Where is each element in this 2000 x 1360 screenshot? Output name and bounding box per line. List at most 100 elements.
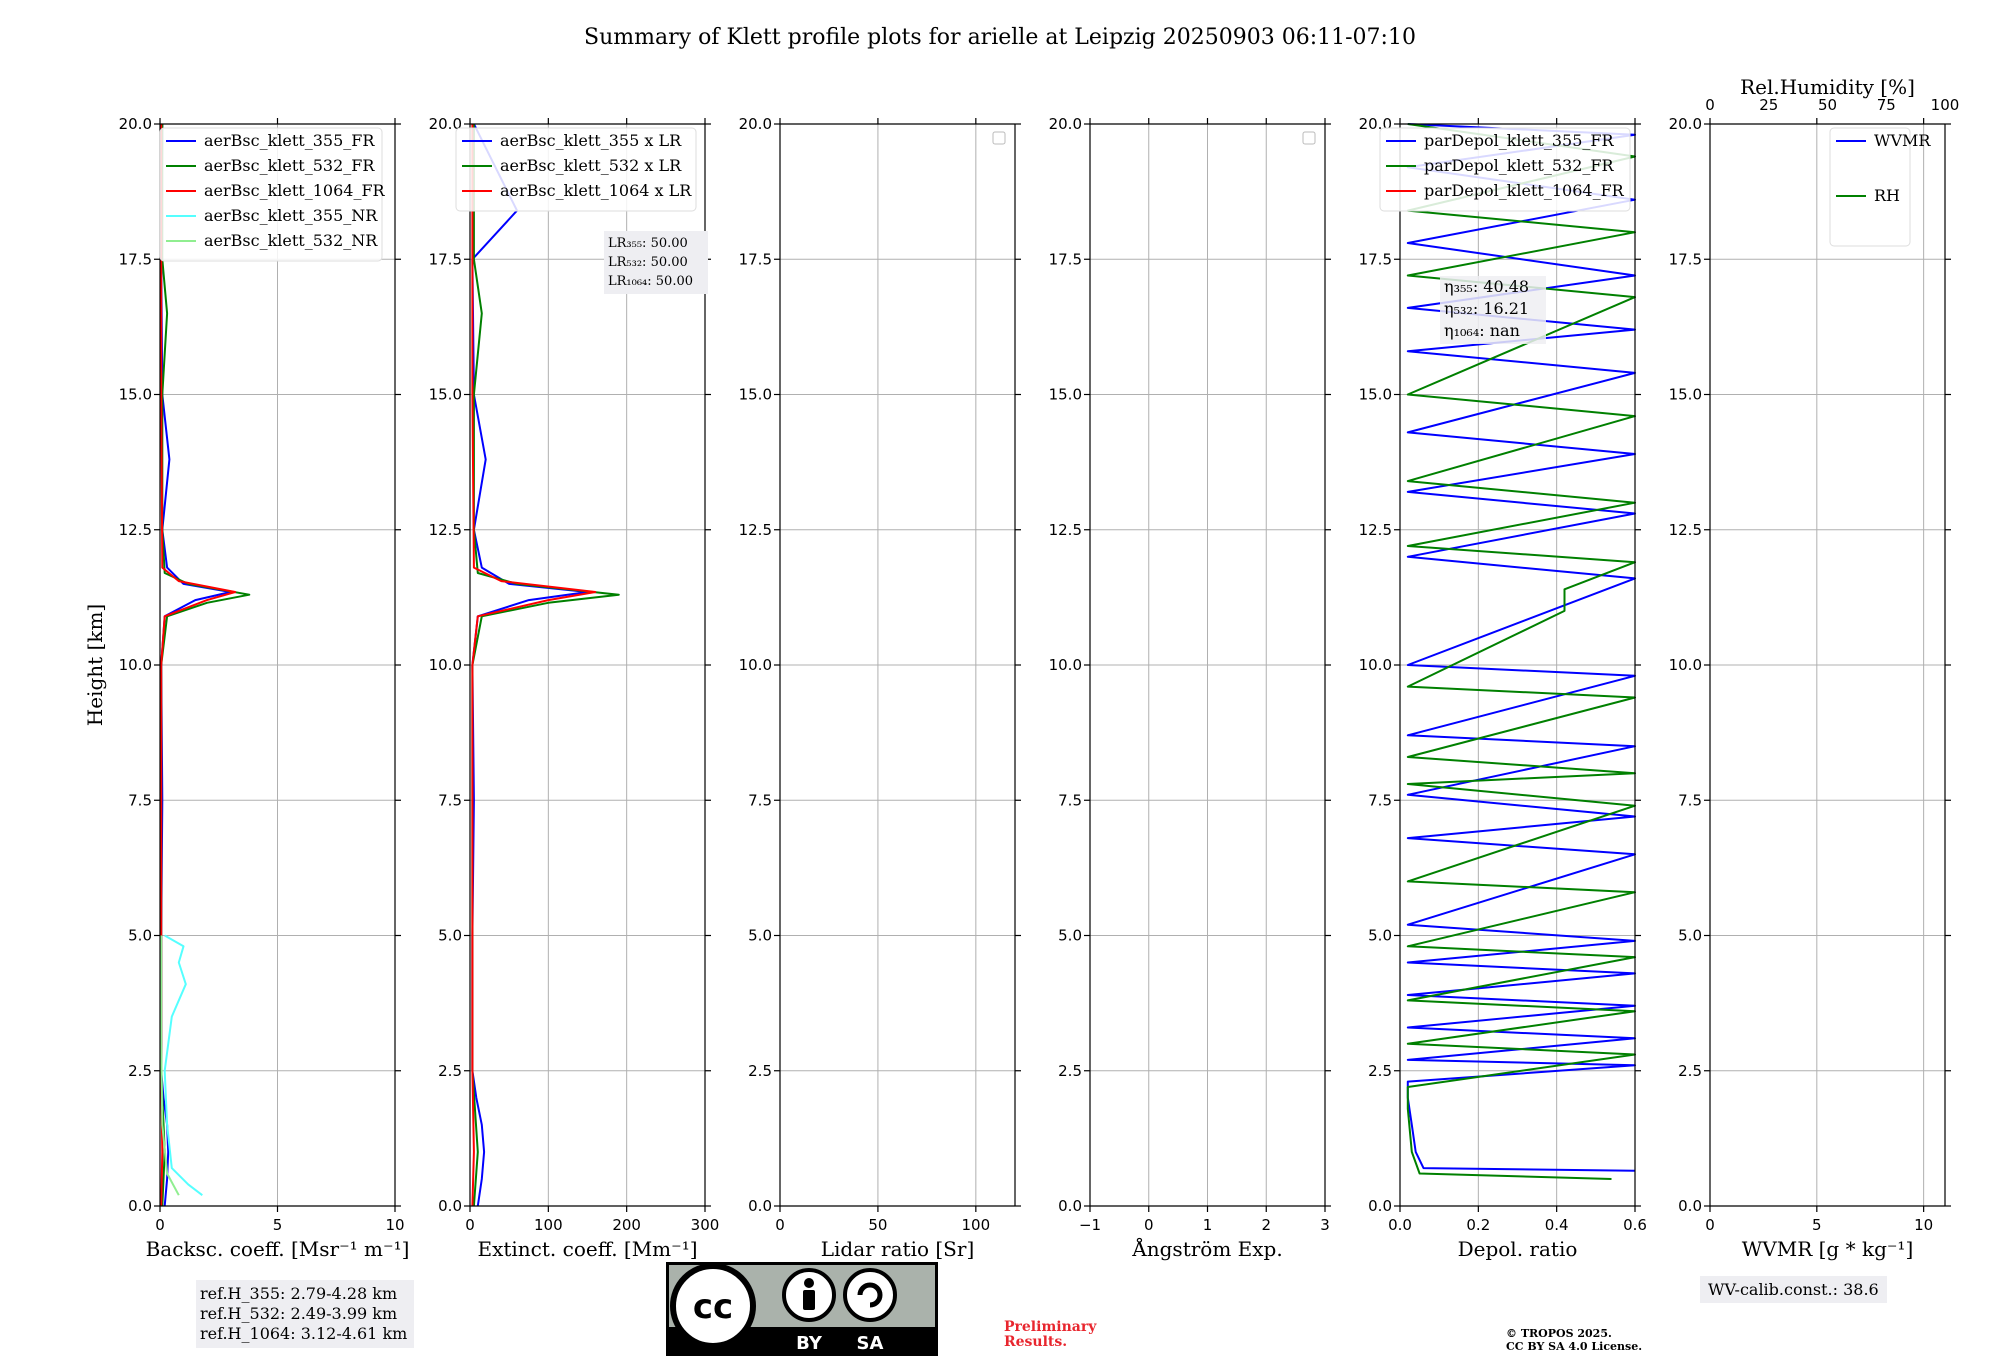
preliminary-notice: Preliminary Results. — [1004, 1320, 1096, 1350]
x-tick-label: 5 — [273, 1216, 283, 1234]
y-tick-label: 10.0 — [1359, 656, 1392, 674]
x-tick-label: 0 — [1705, 1216, 1715, 1234]
y-tick-label: 7.5 — [748, 791, 772, 809]
x-tick-label: 0.4 — [1545, 1216, 1569, 1234]
y-tick-label: 17.5 — [739, 250, 772, 268]
x-tick-label: 0.2 — [1466, 1216, 1490, 1234]
ref-height-355: ref.H_355: 2.79-4.28 km — [200, 1284, 398, 1303]
x-tick-label: 0 — [155, 1216, 165, 1234]
x2-tick-label: 75 — [1877, 96, 1896, 114]
x-tick-label: 3 — [1320, 1216, 1330, 1234]
legend-entry: aerBsc_klett_532_NR — [204, 231, 378, 250]
eta-annotation: η₃₅₅: 40.48 — [1444, 277, 1529, 296]
x-tick-label: −1 — [1079, 1216, 1101, 1234]
x2-tick-label: 50 — [1818, 96, 1837, 114]
x-axis-label: Backsc. coeff. [Msr⁻¹ m⁻¹] — [146, 1237, 410, 1261]
ref-height-532: ref.H_532: 2.49-3.99 km — [200, 1304, 398, 1323]
copyright-notice: © TROPOS 2025. CC BY SA 4.0 License. — [1506, 1327, 1642, 1353]
series-aerBsc_klett_355_NR — [163, 934, 203, 1196]
y-tick-label: 2.5 — [438, 1062, 462, 1080]
y-tick-label: 20.0 — [1669, 115, 1702, 133]
by-person-head — [804, 1278, 814, 1288]
legend-entry: RH — [1874, 186, 1900, 205]
y-tick-label: 12.5 — [1669, 521, 1702, 539]
legend: parDepol_klett_355_FR parDepol_klett_532_… — [1379, 127, 1631, 212]
by-person-body — [803, 1290, 815, 1310]
y-tick-label: 5.0 — [1368, 927, 1392, 945]
legend-entry: aerBsc_klett_355_NR — [204, 206, 378, 225]
y-tick-label: 12.5 — [119, 521, 152, 539]
x-tick-label: 100 — [962, 1216, 991, 1234]
lr-1064: LR₁₀₆₄: 50.00 — [608, 274, 693, 289]
y-tick-label: 20.0 — [739, 115, 772, 133]
x-tick-label: 0 — [1144, 1216, 1154, 1234]
y-tick-label: 5.0 — [438, 927, 462, 945]
y-tick-label: 17.5 — [119, 250, 152, 268]
y-tick-label: 17.5 — [1669, 250, 1702, 268]
ref-height-1064: ref.H_1064: 3.12-4.61 km — [200, 1324, 408, 1343]
legend-entry: parDepol_klett_355_FR — [1424, 131, 1615, 150]
y-tick-label: 5.0 — [1678, 927, 1702, 945]
x-axis-label: WVMR [g * kg⁻¹] — [1742, 1237, 1914, 1261]
legend-frame — [159, 127, 383, 262]
preliminary-line-1: Preliminary — [1004, 1319, 1097, 1335]
x-axis-label: Extinct. coeff. [Mm⁻¹] — [477, 1237, 697, 1261]
y-tick-label: 15.0 — [1049, 386, 1082, 404]
y-tick-label: 0.0 — [128, 1197, 152, 1215]
y-tick-label: 7.5 — [438, 791, 462, 809]
x-tick-label: 0 — [465, 1216, 475, 1234]
y-tick-label: 0.0 — [438, 1197, 462, 1215]
y-tick-label: 2.5 — [1678, 1062, 1702, 1080]
y-tick-label: 5.0 — [128, 927, 152, 945]
y-tick-label: 2.5 — [128, 1062, 152, 1080]
panel-lidar-ratio: 0.0 2.5 5.0 7.5 10.0 12.5 15.0 17.5 20.0 0 50 100 Li… — [739, 115, 1021, 1261]
panel-angstrom: 0.0 2.5 5.0 7.5 10.0 12.5 15.0 17.5 20.0 −1 0 1 2 3 Ån… — [1049, 115, 1331, 1261]
y-tick-label: 15.0 — [1669, 386, 1702, 404]
sa-arrow — [857, 1282, 883, 1308]
y-tick-label: 15.0 — [1359, 386, 1392, 404]
eta-annotation: η₅₃₂: 16.21 — [1444, 299, 1529, 318]
x-tick-label: 200 — [612, 1216, 641, 1234]
x-tick-label: 0.6 — [1623, 1216, 1647, 1234]
cc-by-sa-license-badge: cc BY SA — [666, 1262, 938, 1356]
eta-annotation: η₁₀₆₄: nan — [1444, 321, 1520, 340]
panel-extinction: 0.0 2.5 5.0 7.5 10.0 12.5 15.0 17.5 20.0 0 100 200 3… — [429, 115, 720, 1261]
y-tick-label: 10.0 — [739, 656, 772, 674]
figure-title: Summary of Klett profile plots for ariel… — [584, 25, 1416, 50]
legend: aerBsc_klett_355 x LR aerBsc_klett_532 x … — [455, 127, 697, 212]
legend-entry: aerBsc_klett_1064_FR — [204, 181, 386, 200]
legend-frame — [1829, 127, 1911, 247]
wv-calibration-box: WV-calib.const.: 38.6 — [1700, 1276, 1887, 1303]
x2-axis-label: Rel.Humidity [%] — [1740, 75, 1915, 99]
x-tick-label: 5 — [1812, 1216, 1822, 1234]
y-tick-label: 0.0 — [1058, 1197, 1082, 1215]
y-tick-label: 10.0 — [1049, 656, 1082, 674]
legend-frame — [455, 127, 697, 212]
badge-sa-text: SA — [857, 1333, 884, 1354]
lidar-ratio-box: LR₃₅₅: 50.00 LR₅₃₂: 50.00 LR₁₀₆₄: 50.00 — [604, 231, 708, 294]
reference-height-box: ref.H_355: 2.79-4.28 km ref.H_532: 2.49-… — [196, 1280, 414, 1348]
preliminary-line-2: Results. — [1004, 1334, 1068, 1350]
y-tick-label: 5.0 — [748, 927, 772, 945]
copyright-line-1: © TROPOS 2025. — [1506, 1327, 1612, 1340]
y-tick-label: 7.5 — [128, 791, 152, 809]
lr-532: LR₅₃₂: 50.00 — [608, 255, 688, 270]
y-tick-label: 12.5 — [1049, 521, 1082, 539]
legend-entry: parDepol_klett_532_FR — [1424, 156, 1615, 175]
legend-entry: aerBsc_klett_532_FR — [204, 156, 375, 175]
series-aerBsc_klett_355 x LR — [471, 123, 589, 1207]
legend-entry: WVMR — [1874, 131, 1931, 150]
x2-tick-label: 100 — [1931, 96, 1960, 114]
x-tick-label: 50 — [868, 1216, 887, 1234]
legend: WVMR RH — [1829, 127, 1931, 247]
y-tick-label: 0.0 — [1678, 1197, 1702, 1215]
x-tick-label: 0.0 — [1388, 1216, 1412, 1234]
lr-355: LR₃₅₅: 50.00 — [608, 236, 688, 251]
y-tick-label: 15.0 — [739, 386, 772, 404]
y-tick-label: 20.0 — [429, 115, 462, 133]
cc-circle-icon — [670, 1263, 756, 1349]
y-tick-label: 5.0 — [1058, 927, 1082, 945]
y-tick-label: 12.5 — [1359, 521, 1392, 539]
y-tick-label: 15.0 — [429, 386, 462, 404]
